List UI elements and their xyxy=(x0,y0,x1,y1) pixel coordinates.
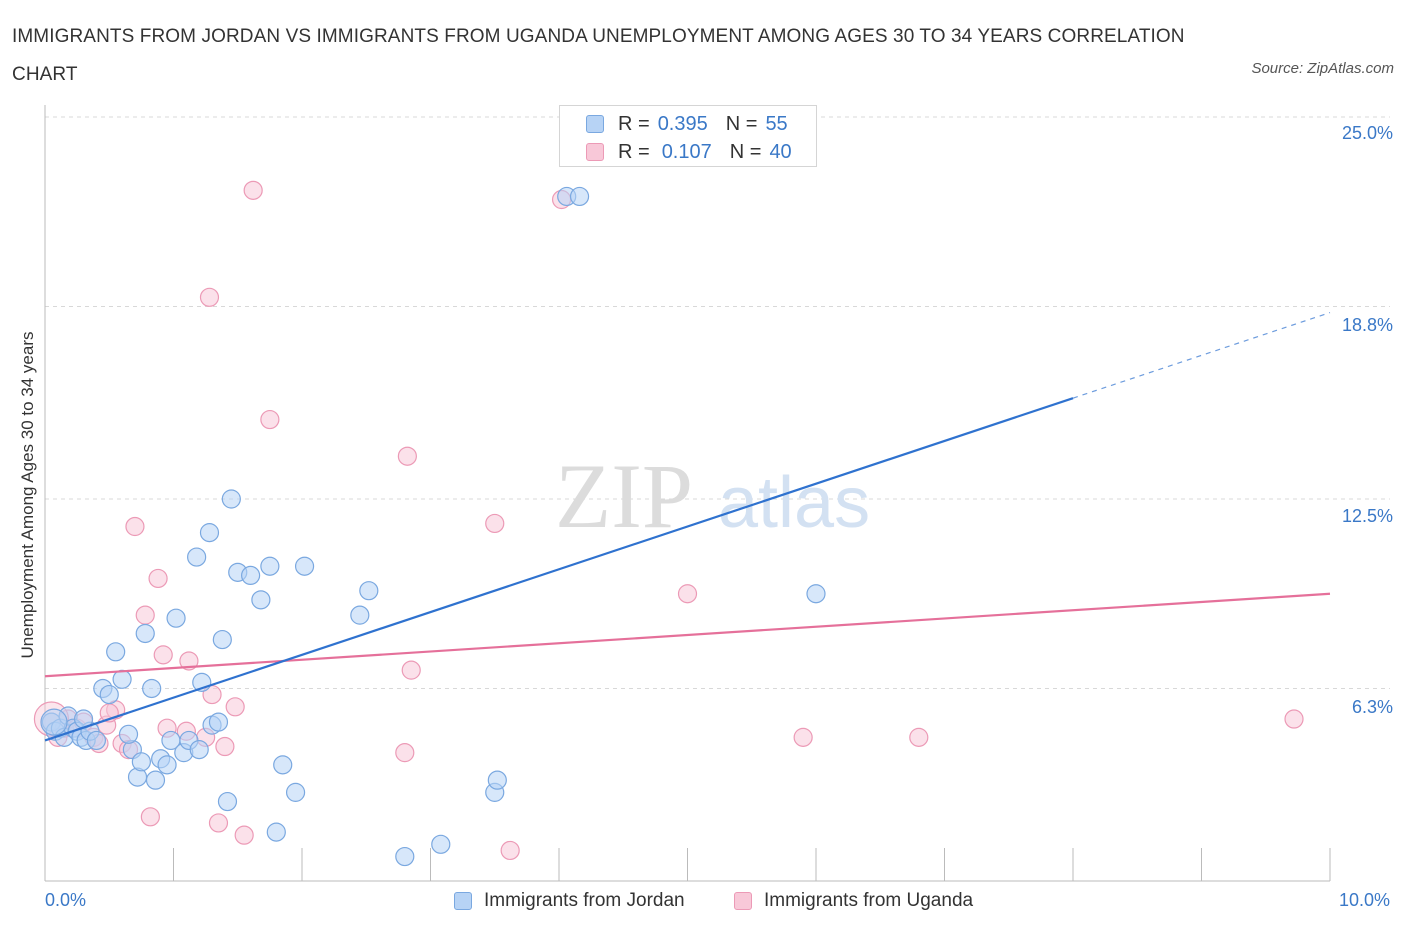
legend-r-label: R = xyxy=(618,140,650,163)
jordan-point xyxy=(806,584,826,604)
chart-title: IMMIGRANTS FROM JORDAN VS IMMIGRANTS FRO… xyxy=(12,26,1185,85)
uganda-point xyxy=(1284,709,1304,729)
uganda-point xyxy=(260,409,280,430)
uganda-point xyxy=(179,651,199,671)
uganda-point xyxy=(135,605,155,625)
legend-n-label: N = xyxy=(729,140,762,163)
legend-jordan-n: 55 xyxy=(765,112,788,135)
jordan-point xyxy=(359,581,379,601)
series-legend: Immigrants from Jordan Immigrants from U… xyxy=(0,888,1406,916)
jordan-point xyxy=(221,489,241,509)
jordan-point xyxy=(266,822,286,842)
jordan-point xyxy=(431,834,451,854)
jordan-point xyxy=(395,846,415,867)
jordan-legend-swatch xyxy=(454,892,472,910)
uganda-point xyxy=(397,446,417,466)
legend-n-label: N = xyxy=(725,112,758,135)
legend-jordan-label: Immigrants from Jordan xyxy=(484,890,685,911)
jordan-point xyxy=(199,523,220,543)
uganda-trend-line xyxy=(44,592,1331,678)
watermark-atlas: atlas xyxy=(718,463,870,543)
legend-item-jordan[interactable]: Immigrants from Jordan xyxy=(454,890,685,912)
jordan-point xyxy=(251,590,271,610)
jordan-point xyxy=(260,556,280,576)
jordan-point xyxy=(350,605,370,625)
watermark: ZIP atlas xyxy=(555,445,870,547)
uganda-point xyxy=(909,727,929,747)
jordan-point xyxy=(273,755,293,775)
uganda-point xyxy=(215,736,235,757)
jordan-point xyxy=(142,678,162,699)
uganda-point xyxy=(125,516,145,537)
legend-row-uganda: R = 0.107 N = 40 xyxy=(586,140,792,164)
jordan-point xyxy=(217,791,238,812)
jordan-point xyxy=(118,724,139,744)
uganda-point xyxy=(148,568,168,589)
uganda-point xyxy=(225,697,245,717)
uganda-point xyxy=(208,813,229,833)
y-tick-label-18-8: 18.8% xyxy=(1341,315,1393,335)
jordan-points xyxy=(40,186,826,867)
uganda-point xyxy=(140,807,160,827)
uganda-legend-swatch xyxy=(734,892,752,910)
uganda-swatch xyxy=(586,143,604,161)
axis-layer xyxy=(44,105,1331,882)
uganda-point xyxy=(395,743,415,763)
uganda-point xyxy=(199,287,220,307)
jordan-trend-line xyxy=(44,397,1074,742)
jordan-point xyxy=(166,608,186,628)
x-tick-label-min: 0.0% xyxy=(45,890,87,910)
jordan-point xyxy=(294,556,315,576)
jordan-swatch xyxy=(586,115,604,133)
uganda-point xyxy=(153,645,173,665)
jordan-trend-extension xyxy=(1072,312,1331,399)
legend-row-jordan: R = 0.395 N = 55 xyxy=(586,112,788,136)
uganda-point xyxy=(485,513,505,534)
trend-layer xyxy=(44,312,1331,742)
jordan-point xyxy=(285,782,306,802)
legend-jordan-r: 0.395 xyxy=(657,112,708,135)
jordan-point xyxy=(208,712,229,732)
jordan-point xyxy=(157,755,177,775)
watermark-zip: ZIP xyxy=(555,445,693,547)
x-tick-label-max: 10.0% xyxy=(1339,890,1391,910)
jordan-point xyxy=(212,629,232,650)
jordan-point xyxy=(112,669,132,689)
uganda-point xyxy=(500,840,520,861)
uganda-point xyxy=(401,660,421,680)
legend-uganda-label: Immigrants from Uganda xyxy=(764,890,974,911)
y-tick-label-25: 25.0% xyxy=(1341,123,1393,143)
jordan-point xyxy=(131,752,151,772)
legend-uganda-n: 40 xyxy=(769,140,792,163)
y-tick-label-6-3: 6.3% xyxy=(1351,697,1393,717)
jordan-point-cluster xyxy=(40,708,68,736)
y-tick-label-12-5: 12.5% xyxy=(1341,506,1393,526)
legend-r-label: R = xyxy=(618,112,650,135)
source-label: Source: ZipAtlas.com xyxy=(1251,60,1394,77)
jordan-point xyxy=(569,186,590,207)
jordan-point xyxy=(106,642,126,662)
jordan-point xyxy=(189,739,209,760)
uganda-point xyxy=(793,727,813,747)
uganda-point xyxy=(677,584,698,604)
legend-item-uganda[interactable]: Immigrants from Uganda xyxy=(734,890,973,912)
correlation-legend: R = 0.395 N = 55 R = 0.107 N = 40 xyxy=(559,105,817,167)
jordan-point xyxy=(86,730,107,751)
uganda-point xyxy=(243,180,263,200)
uganda-point xyxy=(234,825,254,845)
jordan-point xyxy=(99,684,119,705)
legend-uganda-r: 0.107 xyxy=(661,140,712,163)
jordan-point xyxy=(487,770,507,790)
jordan-point xyxy=(135,623,155,644)
jordan-point xyxy=(187,547,207,567)
jordan-point xyxy=(145,770,166,790)
jordan-point xyxy=(241,565,261,586)
